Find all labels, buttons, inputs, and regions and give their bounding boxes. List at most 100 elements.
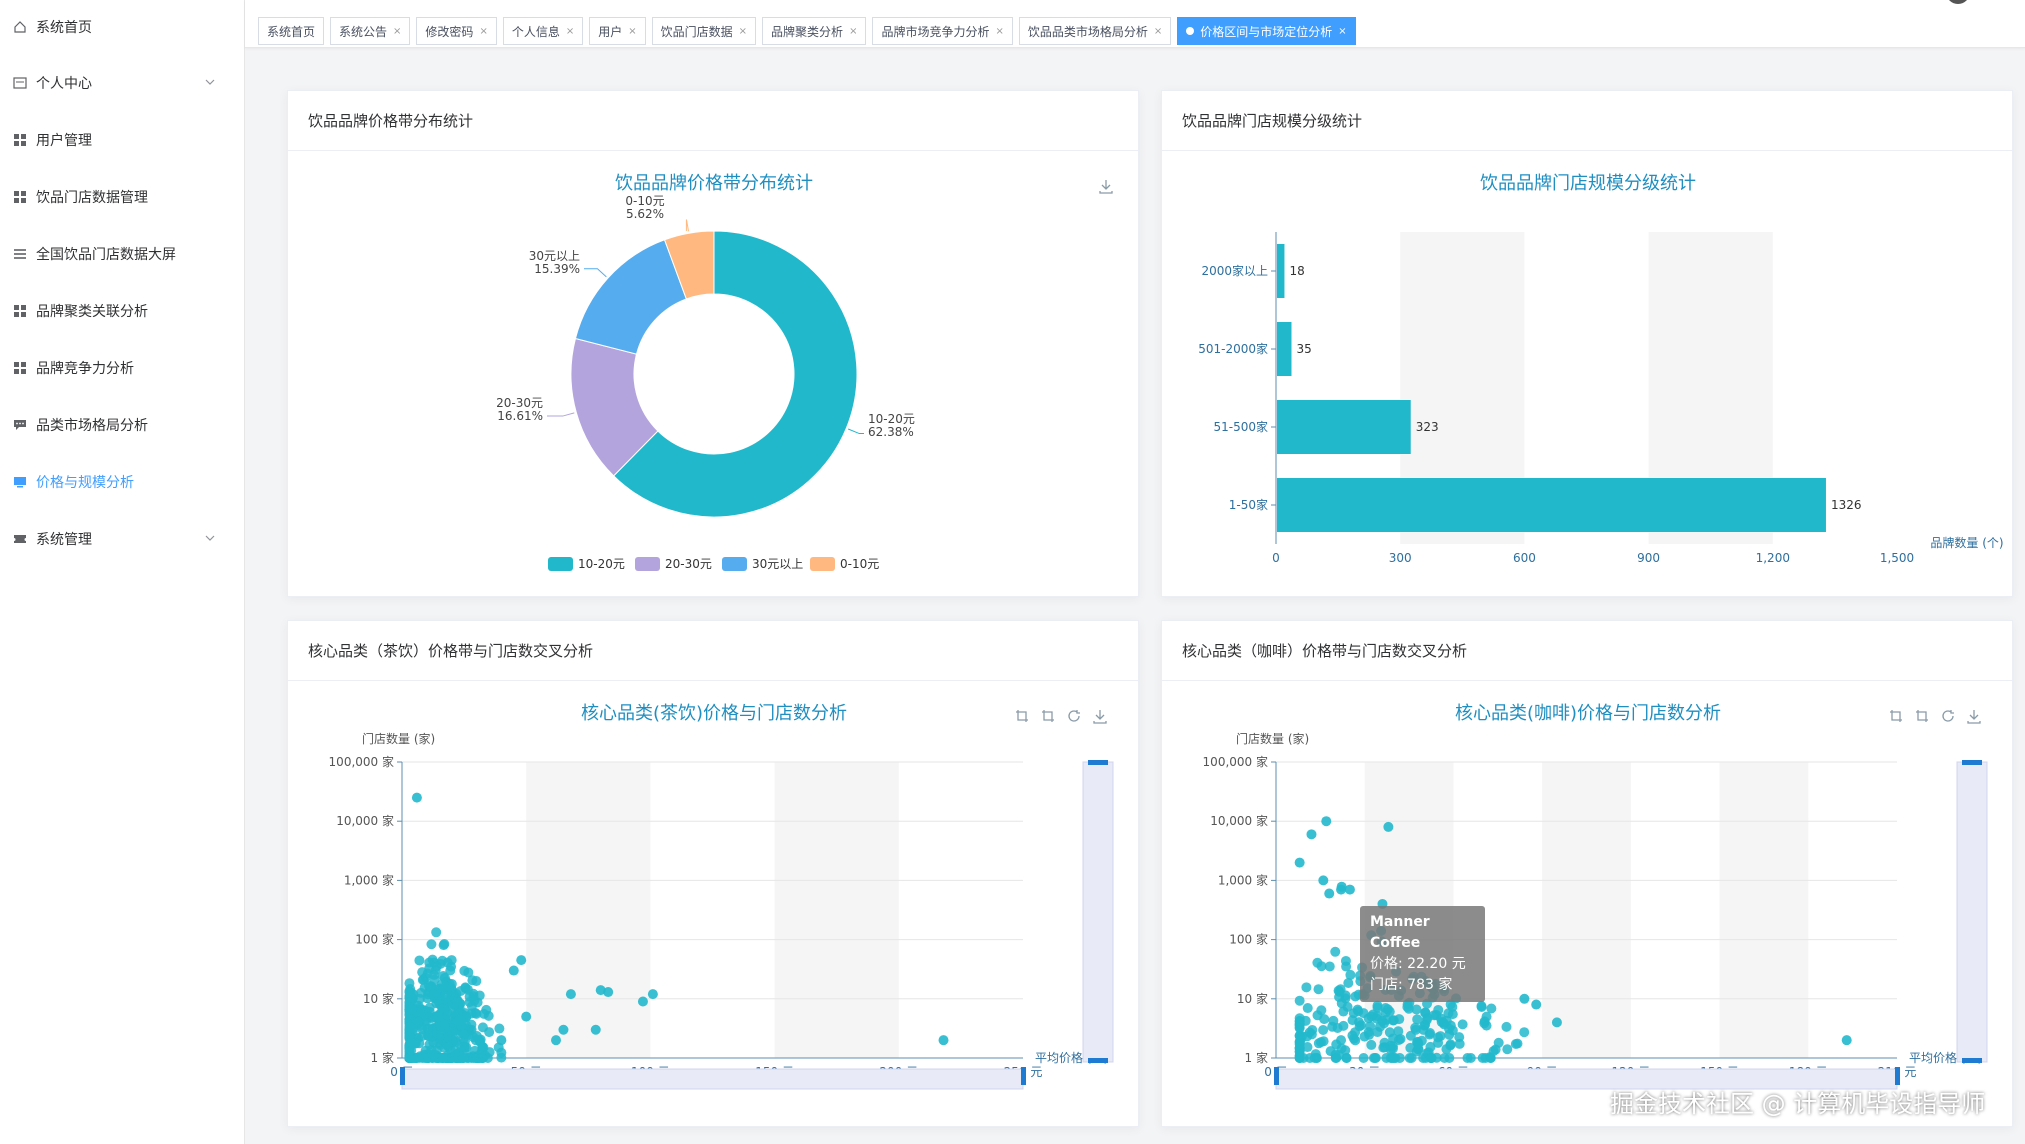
- scatter-point[interactable]: [439, 940, 449, 950]
- scatter-point[interactable]: [1458, 1019, 1468, 1029]
- scatter-point[interactable]: [1425, 1030, 1435, 1040]
- scatter-point[interactable]: [423, 1053, 433, 1063]
- scatter-point[interactable]: [1295, 858, 1305, 868]
- scatter-point[interactable]: [1482, 1012, 1492, 1022]
- scatter-point[interactable]: [1338, 1007, 1348, 1017]
- scatter-point[interactable]: [426, 939, 436, 949]
- scatter-point[interactable]: [1482, 1021, 1492, 1031]
- chevron-down-icon[interactable]: [203, 75, 217, 89]
- scatter-point[interactable]: [1388, 1015, 1398, 1025]
- sidebar-item-1[interactable]: 个人中心: [0, 63, 245, 103]
- scatter-point[interactable]: [467, 1008, 477, 1018]
- scatter-point[interactable]: [441, 982, 451, 992]
- sidebar-item-3[interactable]: 饮品门店数据管理: [0, 177, 245, 217]
- zoom-handle[interactable]: [1962, 760, 1982, 765]
- scatter-point[interactable]: [1295, 1031, 1305, 1041]
- scatter-point[interactable]: [603, 987, 613, 997]
- scatter-point[interactable]: [1366, 1040, 1376, 1050]
- zoom-handle[interactable]: [1962, 1058, 1982, 1063]
- scatter-point[interactable]: [1325, 961, 1335, 971]
- scatter-point[interactable]: [440, 991, 450, 1001]
- scatter-point[interactable]: [1444, 1030, 1454, 1040]
- y-zoom-slider[interactable]: [1083, 762, 1113, 1062]
- close-icon[interactable]: ×: [739, 26, 747, 37]
- close-icon[interactable]: ×: [393, 26, 401, 37]
- scatter-point[interactable]: [1426, 1053, 1436, 1063]
- scatter-point[interactable]: [412, 793, 422, 803]
- scatter-point[interactable]: [1511, 1039, 1521, 1049]
- close-icon[interactable]: ×: [1338, 26, 1346, 37]
- scatter-point[interactable]: [446, 962, 456, 972]
- zoom-icon[interactable]: [1016, 710, 1028, 722]
- scatter-point[interactable]: [1365, 1021, 1375, 1031]
- scatter-point[interactable]: [418, 975, 428, 985]
- scatter-point[interactable]: [509, 966, 519, 976]
- scatter-point[interactable]: [1337, 882, 1347, 892]
- scatter-point[interactable]: [516, 955, 526, 965]
- sidebar-item-9[interactable]: 系统管理: [0, 519, 245, 559]
- x-zoom-slider[interactable]: [402, 1069, 1023, 1089]
- tab-1[interactable]: 系统公告×: [330, 17, 410, 45]
- scatter-point[interactable]: [1319, 1036, 1329, 1046]
- scatter-point[interactable]: [1307, 1029, 1317, 1039]
- scatter-point[interactable]: [1356, 1020, 1366, 1030]
- scatter-point[interactable]: [1406, 1031, 1416, 1041]
- pie-slice[interactable]: [575, 240, 686, 354]
- tab-3[interactable]: 个人信息×: [503, 17, 583, 45]
- scatter-point[interactable]: [1330, 947, 1340, 957]
- scatter-point[interactable]: [1476, 1001, 1486, 1011]
- scatter-point[interactable]: [1340, 1045, 1350, 1055]
- close-icon[interactable]: ×: [566, 26, 574, 37]
- tab-8[interactable]: 饮品品类市场格局分析×: [1019, 17, 1171, 45]
- scatter-point[interactable]: [467, 1025, 477, 1035]
- scatter-point[interactable]: [1366, 1011, 1376, 1021]
- scatter-point[interactable]: [431, 927, 441, 937]
- bar[interactable]: [1277, 244, 1284, 298]
- scatter-point[interactable]: [437, 956, 447, 966]
- scatter-point[interactable]: [1519, 1027, 1529, 1037]
- scatter-point[interactable]: [440, 1019, 450, 1029]
- scatter-point[interactable]: [1373, 1003, 1383, 1013]
- download-icon[interactable]: [1968, 710, 1980, 723]
- tab-5[interactable]: 饮品门店数据×: [652, 17, 756, 45]
- scatter-point[interactable]: [1377, 1016, 1387, 1026]
- scatter-point[interactable]: [496, 1035, 506, 1045]
- scatter-point[interactable]: [1353, 1006, 1363, 1016]
- scatter-point[interactable]: [939, 1035, 949, 1045]
- scatter-point[interactable]: [1413, 1039, 1423, 1049]
- scatter-point[interactable]: [1295, 1020, 1305, 1030]
- zoom-back-icon[interactable]: [1042, 710, 1054, 722]
- tab-7[interactable]: 品牌市场竞争力分析×: [872, 17, 1012, 45]
- scatter-point[interactable]: [1331, 1039, 1341, 1049]
- scatter-point[interactable]: [469, 1053, 479, 1063]
- scatter-point[interactable]: [1306, 829, 1316, 839]
- chevron-down-icon[interactable]: [203, 531, 217, 545]
- scatter-point[interactable]: [1295, 1039, 1305, 1049]
- scatter-point[interactable]: [1371, 1053, 1381, 1063]
- scatter-point[interactable]: [457, 1016, 467, 1026]
- scatter-point[interactable]: [1360, 1032, 1370, 1042]
- scatter-point[interactable]: [469, 996, 479, 1006]
- scatter-point[interactable]: [1318, 1025, 1328, 1035]
- scatter-point[interactable]: [431, 965, 441, 975]
- scatter-point[interactable]: [558, 1025, 568, 1035]
- scatter-point[interactable]: [1319, 1014, 1329, 1024]
- legend-label[interactable]: 0-10元: [840, 557, 879, 571]
- bar[interactable]: [1277, 478, 1826, 532]
- scatter-point[interactable]: [1321, 816, 1331, 826]
- scatter-point[interactable]: [1305, 1053, 1315, 1063]
- sidebar-item-6[interactable]: 品牌竞争力分析: [0, 348, 245, 388]
- scatter-point[interactable]: [1347, 1031, 1357, 1041]
- scatter-point[interactable]: [456, 986, 466, 996]
- scatter-point[interactable]: [648, 989, 658, 999]
- legend-swatch[interactable]: [722, 557, 747, 571]
- tab-0[interactable]: 系统首页: [258, 17, 324, 45]
- scatter-point[interactable]: [404, 1022, 414, 1032]
- scatter-point[interactable]: [1431, 1010, 1441, 1020]
- scatter-point[interactable]: [438, 1053, 448, 1063]
- scatter-point[interactable]: [1519, 994, 1529, 1004]
- scatter-point[interactable]: [1387, 1053, 1397, 1063]
- scatter-point[interactable]: [566, 989, 576, 999]
- scatter-point[interactable]: [551, 1035, 561, 1045]
- scatter-point[interactable]: [1448, 1009, 1458, 1019]
